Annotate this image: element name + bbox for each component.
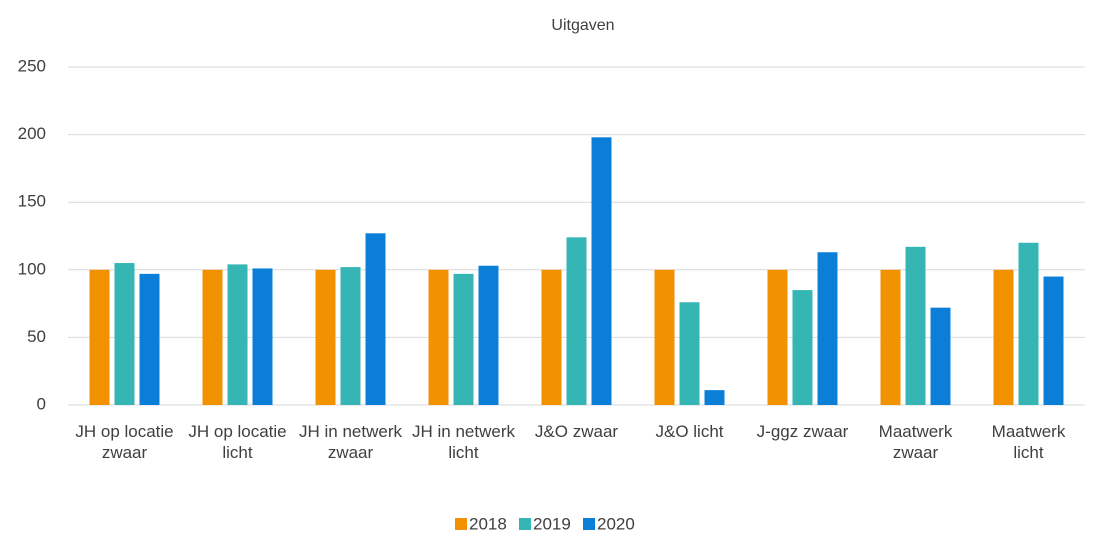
x-tick-label: JH in netwerk zwaar [299,422,402,462]
y-tick-label: 50 [27,327,46,346]
bar [340,267,361,405]
y-tick-label: 100 [18,259,46,278]
x-tick-label: JH op locatie zwaar [75,422,174,462]
bar [993,269,1014,405]
y-tick-label: 150 [18,192,46,211]
legend-swatch [519,518,531,530]
bar [541,269,562,405]
bar [227,264,248,405]
bar [89,269,110,405]
legend-swatch [455,518,467,530]
bar [315,269,336,405]
bar [679,302,700,405]
y-tick-label: 0 [37,394,46,413]
legend-swatch [583,518,595,530]
bar [252,268,273,405]
bar [767,269,788,405]
x-tick-label: JH op locatie licht [188,422,287,462]
legend-label: 2018 [469,514,507,533]
bar [453,273,474,405]
x-tick-label: J&O licht [655,422,724,441]
x-tick-label: J&O zwaar [534,422,619,441]
bar [478,265,499,405]
x-tick-label: Maatwerk licht [991,422,1066,462]
bar [202,269,223,405]
bar [930,307,951,405]
legend-label: 2020 [597,514,635,533]
bar [1043,276,1064,405]
bar [817,252,838,405]
bar [880,269,901,405]
legend-label: 2019 [533,514,571,533]
y-tick-label: 200 [18,124,46,143]
bar [566,237,587,405]
bar [1018,242,1039,405]
bar [654,269,675,405]
chart-title: Uitgaven [551,17,614,34]
bar [704,390,725,405]
x-tick-label: Maatwerk zwaar [878,422,953,462]
x-tick-label: J-ggz zwaar [756,422,849,441]
bar [114,263,135,405]
bar [591,137,612,405]
x-tick-label: JH in netwerk licht [412,422,515,462]
bar [428,269,449,405]
bar [365,233,386,405]
bar [792,290,813,405]
y-tick-label: 250 [18,56,46,75]
bar [905,246,926,405]
bar [139,273,160,405]
